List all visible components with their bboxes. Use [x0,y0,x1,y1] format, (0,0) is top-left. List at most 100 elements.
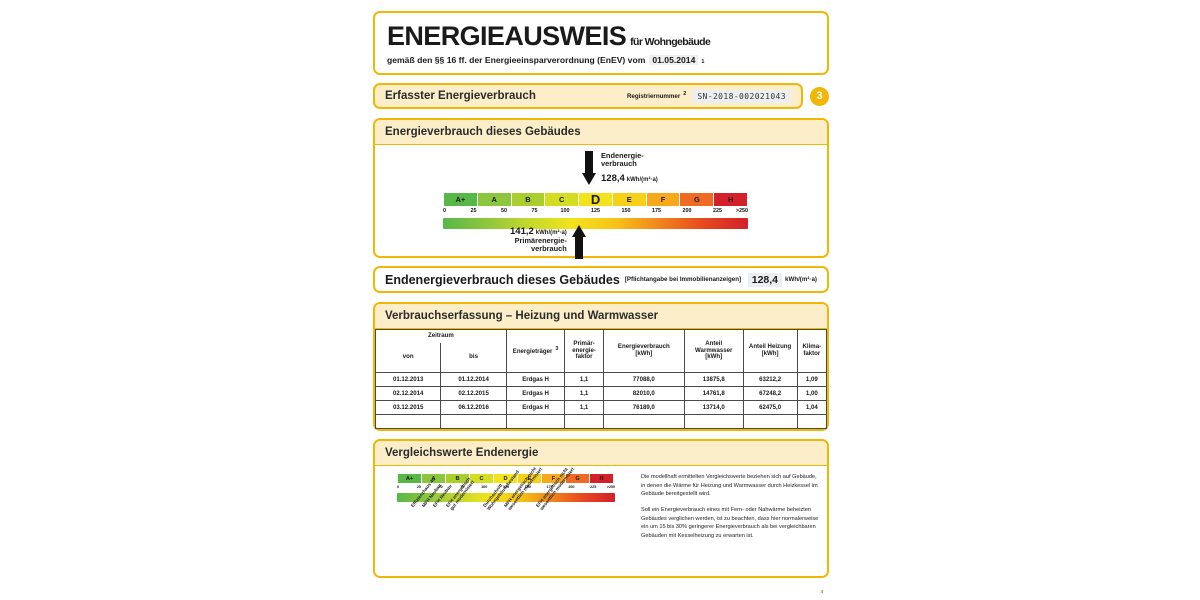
th-klimafaktor: Klima-faktor [796,329,828,373]
end-energy-label-line1: Endenergie- [601,151,644,160]
cell-traeger [505,414,566,429]
cell-bis [440,414,507,429]
table-header-row-1: Zeitraum Energieträger 3 Primär-energie-f… [375,329,828,373]
scale-class-Aplus: A+ [444,193,478,206]
cell-verbrauch: 82010,0 [602,386,685,401]
mandatory-value: 128,4 [747,272,783,287]
cell-warmwasser: 13875,8 [683,372,744,387]
page-number-badge: 3 [810,86,829,106]
cell-warmwasser: 14761,8 [683,386,744,401]
scale-tick-225: 225 [713,208,722,214]
scale-class-C: C [545,193,580,206]
scale-tick-0: 0 [443,208,446,214]
cell-klima [796,414,828,429]
document-subtitle: gemäß den §§ 16 ff. der Energieeinsparve… [387,55,815,65]
cell-verbrauch: 77088,0 [602,372,685,387]
end-energy-label-group: Endenergie- verbrauch 128,4 kWh/(m²·a) [601,152,658,186]
cell-von: 02.12.2014 [374,386,442,401]
cell-pfaktor: 1,1 [564,372,604,387]
arrow-down-icon [582,151,596,185]
th-anteil-warmwasser: Anteil Warmwasser [kWh] [683,329,744,373]
th-primaerfaktor: Primär-energie-faktor [564,329,604,373]
comparison-footnote-marker: 4 [820,589,823,594]
scale-tick-100: 100 [560,208,570,214]
scale-tick-gt250: >250 [606,485,615,489]
scale-tick-50: 50 [501,208,507,214]
scale-class-E: E [518,474,542,483]
scale-class-E: E [612,193,647,206]
subtitle-text: gemäß den §§ 16 ff. der Energieeinsparve… [387,55,646,65]
end-energy-marker: Endenergie- verbrauch 128,4 kWh/(m²·a) [582,151,658,187]
primary-energy-value-row: 141,2 kWh/(m²·a) [510,226,567,237]
scale-tick-100: 100 [481,485,488,489]
registration-bar: Erfasster Energieverbrauch Registriernum… [373,83,803,109]
table-header-row-2: von bis [374,343,827,373]
table-row: 01.12.2013 01.12.2014 Erdgas H 1,1 77088,0 13… [374,372,828,387]
th-bis: bis [440,343,507,373]
scale-tick-175: 175 [652,208,661,214]
primary-energy-value: 141,2 [510,226,534,237]
scale-class-A: A [477,193,512,206]
scale-tick-200: 200 [682,208,692,214]
consumption-section-header: Energieverbrauch dieses Gebäudes [375,120,827,145]
table-row: 02.12.2014 02.12.2015 Erdgas H 1,1 82010,0 14… [374,386,828,401]
primary-energy-label-group: 141,2 kWh/(m²·a) Primärenergie- verbrauch [510,226,567,253]
th-anteil-heizung: Anteil Heizung [kWh] [742,329,798,373]
title-main-text: ENERGIEAUSWEIS [387,21,627,51]
consumption-table-body: 01.12.2013 01.12.2014 Erdgas H 1,1 77088,0 13… [374,372,828,429]
primary-energy-marker: 141,2 kWh/(m²·a) Primärenergie- verbrauch [510,225,587,259]
registration-number-group: Registriernummer 2 SN-2018-002021043 [626,89,791,103]
registration-row: Erfasster Energieverbrauch Registriernum… [373,83,829,109]
primary-energy-label-line1: Primärenergie- [514,236,567,245]
cell-pfaktor [564,414,604,429]
scale-tick-25: 25 [470,208,477,214]
registration-label: Registriernummer 2 [626,91,687,101]
cell-von: 01.12.2013 [374,372,442,387]
th-von: von [374,343,442,373]
cell-klima: 1,04 [796,400,828,415]
scale-tick-gt250: >250 [735,208,748,214]
cell-heizung: 62475,0 [742,400,798,415]
energy-scale-classes: A+ A B C D E F G H [443,192,748,207]
cell-verbrauch: 76189,0 [602,400,685,415]
scale-tick-125: 125 [502,485,510,489]
end-energy-value-row: 128,4 kWh/(m²·a) [601,168,658,186]
comparison-explanation: Die modellhaft ermittelten Vergleichswer… [633,473,819,587]
scale-class-G: G [566,474,590,483]
cell-heizung: 67248,2 [742,386,798,401]
scale-tick-175: 175 [546,485,553,489]
table-section-title: Verbrauchserfassung – Heizung und Warmwa… [385,310,659,322]
cell-klima: 1,09 [796,372,828,387]
scale-tick-75: 75 [531,208,538,214]
scale-class-H: H [714,193,748,206]
title-sub-text: für Wohngebäude [630,36,711,48]
scale-tick-200: 200 [568,485,575,489]
comparison-text-p2: Soll ein Energieverbrauch eines mit Fern… [641,506,819,539]
enev-date: 01.05.2014 [649,55,699,65]
comparison-text-p1: Die modellhaft ermittelten Vergleichswer… [641,474,818,498]
scale-tick-50: 50 [438,485,443,489]
comparison-scale-area: A+ A B C D E F G H 0 25 50 75 100 125 150 175 200 225 >250… [383,466,633,587]
table-row [374,414,828,429]
consumption-section-title: Energieverbrauch dieses Gebäudes [385,126,581,138]
comparison-scale-classes: A+ A B C D E F G H [397,473,615,484]
comparison-section-header: Vergleichswerte Endenergie [375,441,827,466]
cell-warmwasser [683,414,744,429]
cell-traeger: Erdgas H [505,386,566,401]
cell-bis: 01.12.2014 [440,372,507,387]
scale-class-D: D [494,474,518,483]
cell-warmwasser: 13714,0 [683,400,744,415]
cell-traeger: Erdgas H [505,400,566,415]
scale-class-A: A [422,474,446,483]
scale-class-B: B [446,474,470,483]
cell-heizung: 63212,2 [742,372,798,387]
registration-section-title: Erfasster Energieverbrauch [385,90,536,102]
title-footnote-marker: 1 [701,59,705,65]
energy-scale-ticks: 0 25 50 75 100 125 150 175 200 225 >250 [443,208,748,217]
primary-energy-unit: kWh/(m²·a) [535,230,567,236]
end-energy-label-line2: verbrauch [601,158,637,168]
consumption-table-panel: Verbrauchserfassung – Heizung und Warmwa… [373,302,829,431]
scale-tick-150: 150 [621,208,631,214]
comparison-body: A+ A B C D E F G H 0 25 50 75 100 125 150 175 200 225 >250… [375,466,827,587]
end-energy-unit: kWh/(m²·a) [626,176,658,183]
